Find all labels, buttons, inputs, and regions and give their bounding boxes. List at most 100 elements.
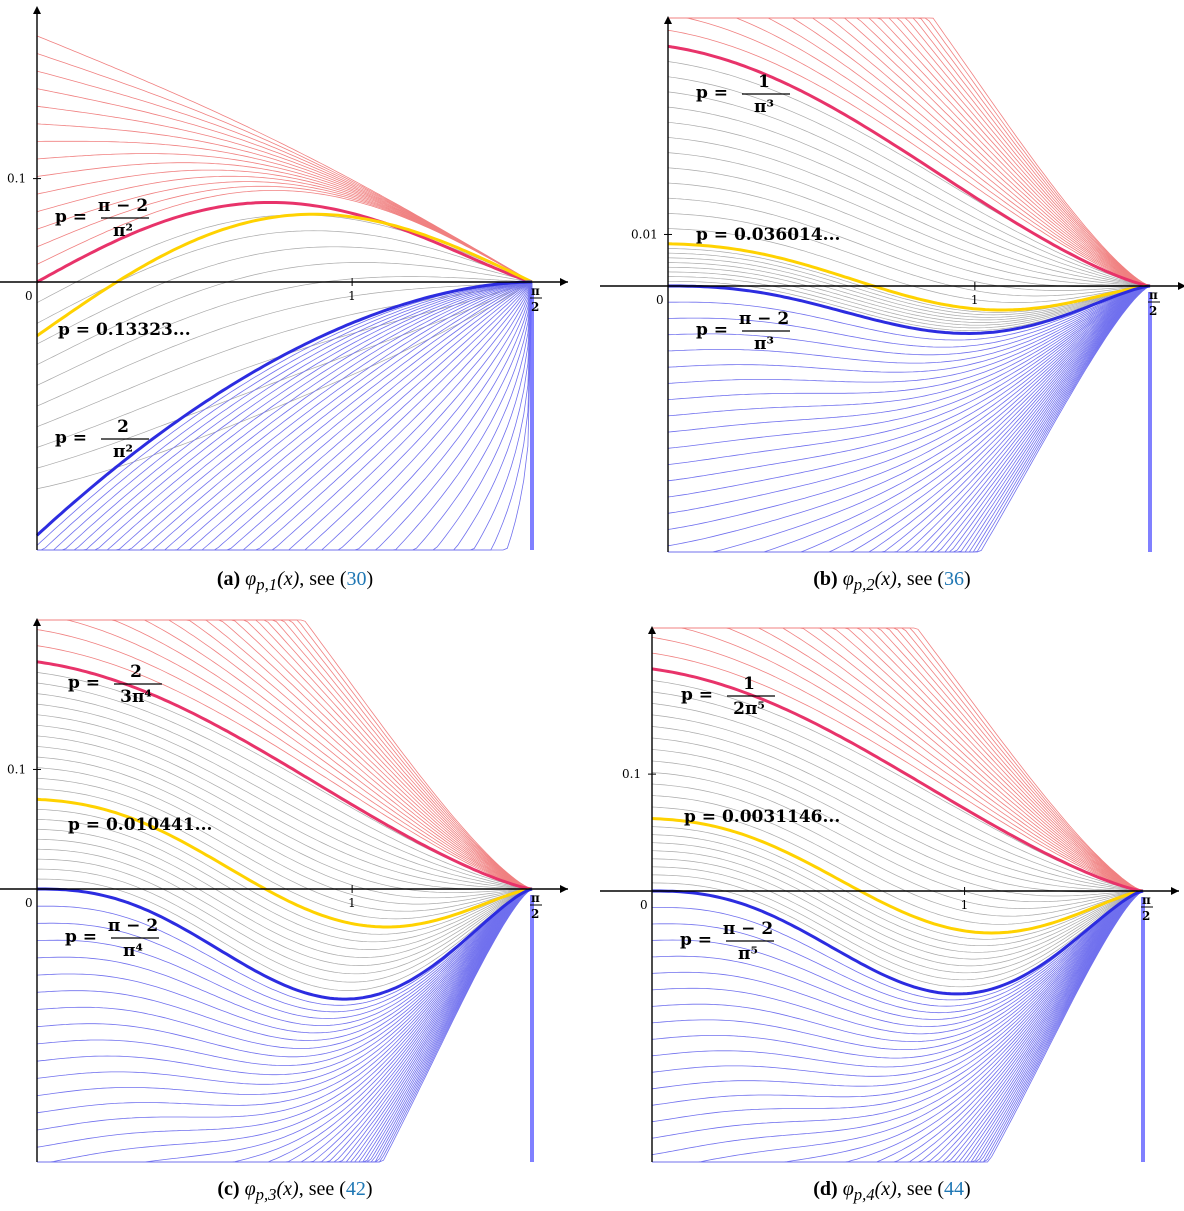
caption-a-ref-link[interactable]: 30	[346, 568, 367, 590]
curve-lower-16	[668, 285, 1151, 553]
curve-middle-19	[651, 882, 1144, 988]
curve-label-2-numerator: π − 2	[739, 309, 789, 329]
x-axis-arrow	[560, 885, 568, 893]
curve-middle-17	[36, 858, 533, 975]
curve-lower-2	[36, 888, 533, 1019]
caption-c-arg: (x)	[276, 1178, 299, 1200]
curve-upper-9	[668, 17, 1151, 287]
y-axis-arrow	[33, 6, 41, 14]
curve-upper-6	[652, 627, 1144, 892]
curve-middle-8	[36, 756, 533, 899]
curve-middle-10	[36, 777, 533, 912]
x-tick-label-pi: π	[1149, 288, 1158, 302]
curve-upper-8	[652, 627, 1144, 892]
curve-lower-8	[37, 281, 533, 551]
curve-upper-11	[37, 619, 533, 890]
y-axis-arrow	[33, 618, 41, 626]
curve-middle-10	[651, 795, 1144, 917]
curve-label-0-numerator: 2	[130, 662, 142, 682]
curve-lower-13	[36, 888, 533, 1131]
chart-b-plot: 0 1 π 2 0.01 p = 1 π³ p = 0.036014... p = π − 2 π…	[600, 16, 1184, 553]
curve-middle-6	[667, 152, 1151, 287]
caption-b-ref-link[interactable]: 36	[944, 568, 965, 590]
curve-middle-9	[667, 197, 1151, 291]
chart-panel-c: 0 1 π 2 0.1 p = 2 3π⁴ p = 0.010441... p = π − 2 π…	[0, 612, 590, 1172]
curve-middle-1	[667, 76, 1151, 287]
curve-label-0: p = 1 π³	[696, 72, 790, 117]
curve-middle-9	[36, 767, 533, 905]
curve-label-0-denominator: 2π⁵	[733, 699, 765, 719]
curve-lower-12	[651, 890, 1144, 1106]
caption-b-tag: (b)	[813, 568, 838, 590]
chart-c-plot: 0 1 π 2 0.1 p = 2 3π⁴ p = 0.010441... p = π − 2 π…	[0, 618, 568, 1163]
curve-lower-3	[667, 285, 1151, 364]
caption-c-tag: (c)	[217, 1178, 240, 1200]
caption-d-sub: p,4	[853, 1185, 875, 1204]
curve-lower-8	[36, 888, 533, 1066]
curve-label-2: p = π − 2 π⁴	[65, 916, 159, 961]
curve-middle-5	[36, 281, 533, 407]
caption-a-sub: p,1	[256, 575, 278, 594]
curve-middle-15	[651, 850, 1144, 960]
curve-label-2-numerator: 2	[117, 417, 129, 437]
curve-lower-2	[651, 890, 1144, 1014]
curve-upper-13	[37, 619, 533, 890]
curve-lower-6	[36, 888, 533, 1049]
caption-b-arg: (x)	[874, 568, 897, 590]
caption-d-ref-link[interactable]: 44	[944, 1178, 965, 1200]
curve-lower-33	[37, 281, 533, 551]
curve-label-2-denominator: π⁵	[738, 944, 758, 964]
x-tick-label-two: 2	[531, 907, 539, 921]
curve-label-1-text: p = 0.0031146...	[684, 807, 840, 827]
curve-middle-3	[36, 262, 533, 366]
curve-lower-4	[36, 888, 533, 1034]
curve-label-2: p = π − 2 π⁵	[680, 919, 774, 964]
curve-middle-7	[667, 167, 1151, 287]
curve-lower-14	[651, 890, 1144, 1139]
curve-label-2: p = π − 2 π³	[696, 309, 790, 354]
curve-label-0-text: p =	[55, 207, 87, 227]
y-tick-label: 0.1	[7, 762, 26, 776]
curve-middle-16	[36, 848, 533, 966]
caption-d: (d) φp,4(x), see (44)	[813, 1178, 971, 1204]
curve-middle-4	[36, 276, 533, 386]
x-axis-arrow	[1178, 282, 1184, 290]
curve-red-highlight	[36, 201, 533, 284]
curve-upper-1	[651, 637, 1144, 892]
curve-yellow-highlight	[667, 242, 1151, 312]
curve-upper-1	[36, 629, 533, 890]
curve-upper-9	[36, 105, 533, 283]
curve-upper-3	[36, 175, 533, 283]
curve-upper-0	[36, 645, 533, 890]
curve-label-0-text: p =	[681, 685, 713, 705]
curve-lower-12	[667, 285, 1151, 498]
curve-upper-10	[652, 627, 1144, 892]
curve-middle-12	[36, 808, 533, 935]
y-axis-arrow	[664, 16, 672, 24]
caption-c-ref-link[interactable]: 42	[345, 1178, 366, 1200]
curve-label-1: p = 0.13323...	[58, 320, 191, 340]
curve-label-1: p = 0.0031146...	[684, 807, 840, 827]
curve-lower-7	[37, 281, 533, 551]
curve-lower-11	[36, 888, 533, 1096]
curve-middle-1	[36, 682, 533, 890]
caption-a-see: , see	[299, 568, 340, 590]
curve-lower-5	[36, 888, 533, 1041]
y-tick-label: 0.1	[622, 767, 641, 781]
curve-lower-7	[651, 890, 1144, 1050]
curve-upper-11	[652, 627, 1144, 892]
curve-upper-1	[668, 17, 1151, 287]
x-tick-label-1: 1	[961, 898, 969, 912]
curve-label-2-text: p =	[680, 930, 712, 950]
caption-c-see: , see	[298, 1178, 340, 1200]
curve-lower-14	[667, 285, 1151, 530]
x-tick-label-0: 0	[640, 898, 648, 912]
curve-upper-12	[37, 619, 533, 890]
curve-upper-15	[652, 627, 1144, 892]
curve-upper-4	[37, 619, 533, 890]
curve-middle-17	[651, 866, 1144, 974]
curve-middle-2	[651, 703, 1144, 892]
curve-upper-2	[37, 619, 533, 890]
curve-red-highlight	[667, 44, 1151, 288]
caption-d-arg: (x)	[874, 1178, 897, 1200]
